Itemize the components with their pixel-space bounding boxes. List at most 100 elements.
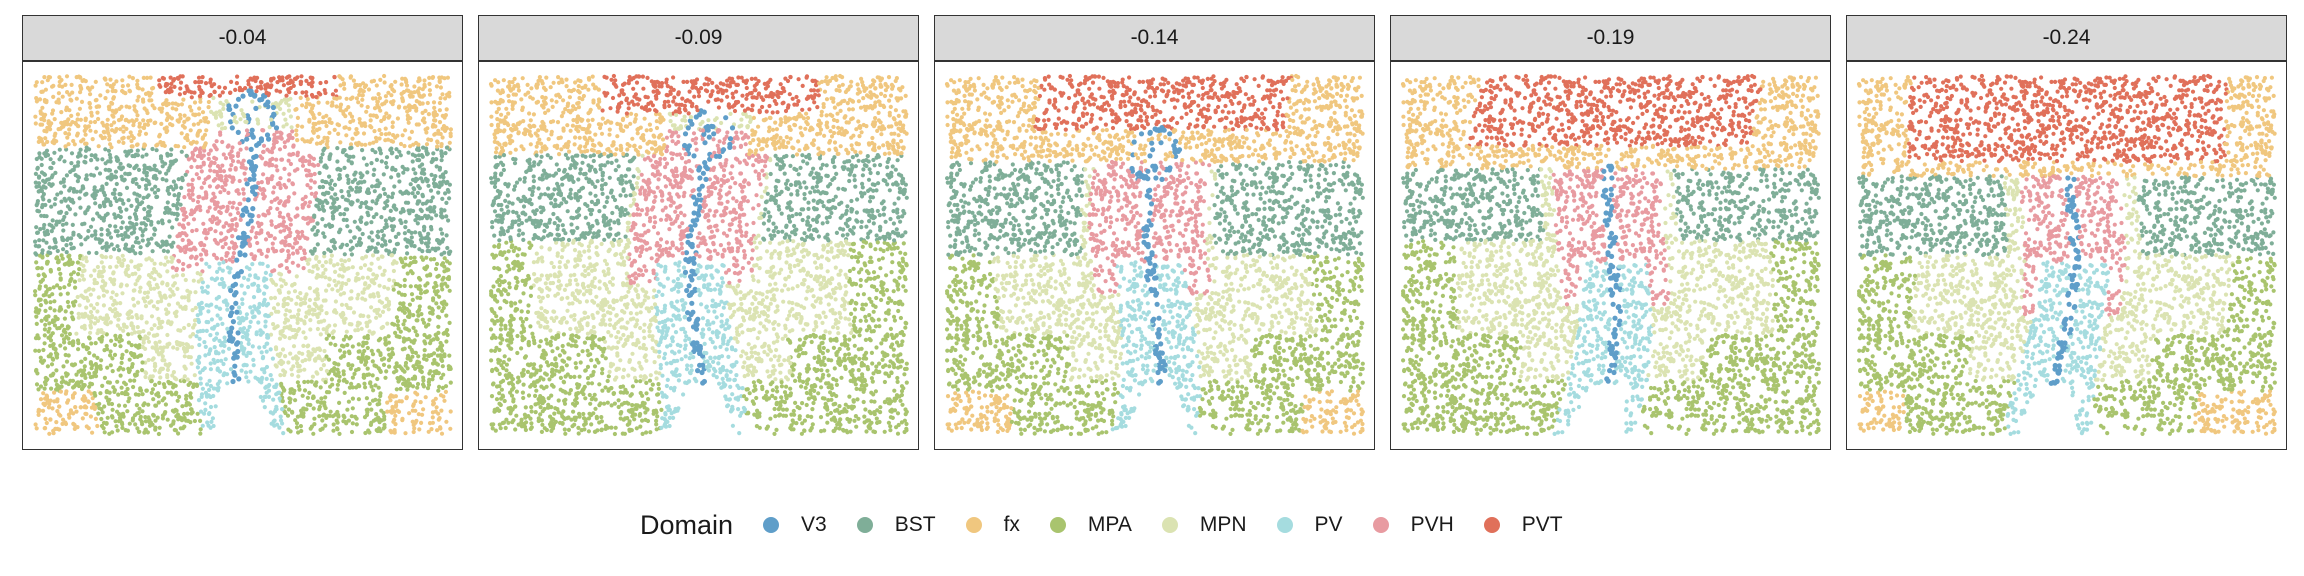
point-fx: [86, 399, 91, 404]
point-mpa: [430, 377, 435, 382]
point-pvt: [291, 83, 296, 88]
point-fx: [314, 127, 320, 132]
point-mpn: [315, 326, 320, 332]
point-mpa: [149, 378, 154, 384]
point-mpn: [303, 314, 309, 319]
point-fx: [188, 128, 193, 133]
point-fx: [181, 97, 186, 102]
point-bst: [349, 160, 354, 165]
point-mpa: [386, 347, 391, 352]
point-fx: [348, 119, 353, 125]
point-mpa: [126, 332, 131, 337]
point-pvh: [208, 161, 214, 166]
point-fx: [411, 429, 416, 435]
point-pvh: [260, 128, 265, 133]
point-mpn: [295, 320, 300, 325]
point-fx: [37, 135, 42, 140]
point-fx: [390, 87, 395, 92]
point-mpa: [446, 275, 451, 280]
point-bst: [441, 237, 446, 242]
point-mpn: [87, 286, 92, 291]
point-bst: [361, 156, 366, 161]
point-fx: [411, 403, 416, 408]
point-mpa: [34, 321, 39, 326]
point-mpa: [357, 349, 362, 354]
point-fx: [74, 96, 79, 101]
point-mpn: [100, 279, 105, 284]
point-bst: [87, 147, 92, 152]
point-fx: [204, 128, 209, 133]
point-mpa: [293, 418, 298, 423]
point-bst: [109, 242, 114, 247]
point-bst: [328, 224, 333, 229]
point-pv: [223, 357, 228, 362]
point-bst: [80, 222, 85, 227]
point-mpn: [143, 304, 149, 309]
point-fx: [200, 135, 206, 140]
point-mpn: [220, 121, 225, 126]
point-bst: [113, 196, 118, 201]
point-fx: [365, 104, 370, 110]
point-fx: [119, 114, 125, 119]
point-mpn: [323, 267, 328, 272]
point-mpn: [181, 345, 187, 350]
point-pv: [246, 341, 251, 346]
point-fx: [361, 131, 367, 136]
point-mpa: [90, 374, 95, 379]
point-bst: [439, 158, 444, 163]
point-mpn: [76, 311, 81, 316]
point-bst: [426, 240, 431, 245]
point-bst: [409, 230, 414, 235]
point-mpa: [62, 340, 67, 345]
point-fx: [135, 98, 140, 103]
point-mpa: [387, 352, 392, 357]
point-pvh: [303, 158, 308, 163]
point-mpa: [405, 271, 410, 276]
point-pvh: [233, 227, 238, 233]
point-mpa: [417, 304, 422, 309]
point-pvh: [290, 135, 295, 141]
point-bst: [157, 170, 162, 175]
point-pv: [247, 273, 252, 278]
point-mpa: [347, 336, 352, 341]
point-mpn: [286, 360, 291, 365]
point-mpn: [152, 323, 157, 328]
point-mpa: [42, 380, 48, 385]
point-pv: [208, 404, 214, 410]
point-pvh: [250, 225, 255, 230]
point-bst: [75, 179, 80, 184]
point-mpn: [350, 265, 355, 270]
point-bst: [152, 190, 158, 195]
point-fx: [421, 407, 426, 412]
point-fx: [373, 135, 379, 140]
point-pvh: [265, 231, 271, 236]
point-fx: [416, 122, 421, 127]
point-mpn: [149, 314, 155, 319]
point-pvh: [201, 247, 206, 252]
point-mpn: [92, 321, 97, 326]
point-pv: [200, 386, 205, 391]
point-fx: [300, 103, 305, 108]
point-mpa: [57, 286, 63, 291]
point-bst: [383, 160, 389, 166]
point-bst: [149, 222, 154, 227]
point-mpa: [381, 410, 386, 416]
point-mpn: [100, 274, 105, 279]
point-mpn: [278, 106, 283, 112]
point-pv: [214, 296, 219, 301]
point-pv: [237, 305, 242, 310]
point-pvh: [258, 154, 263, 159]
point-pvh: [275, 168, 280, 173]
point-bst: [42, 222, 47, 228]
point-pvh: [286, 249, 291, 254]
point-v3: [232, 274, 238, 280]
point-pvt: [280, 75, 285, 80]
point-mpn: [191, 278, 196, 283]
point-pvh: [230, 145, 235, 150]
point-bst: [76, 160, 81, 165]
point-pv: [268, 373, 273, 378]
point-mpa: [70, 378, 76, 383]
point-fx: [121, 129, 126, 134]
point-fx: [140, 87, 145, 92]
point-bst: [167, 234, 172, 239]
